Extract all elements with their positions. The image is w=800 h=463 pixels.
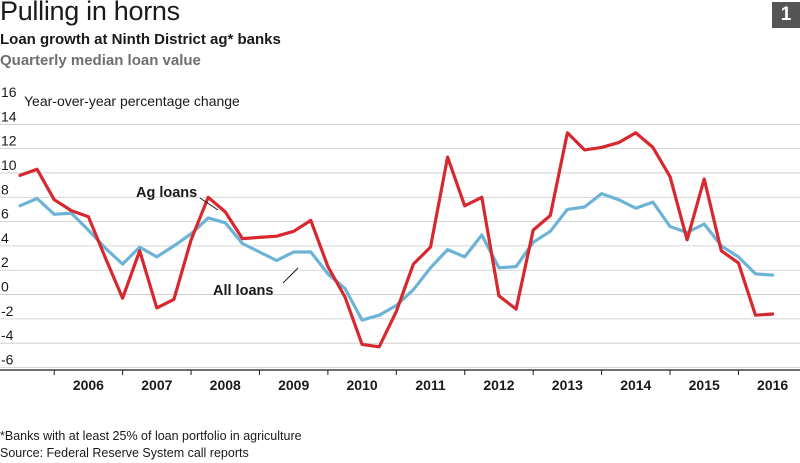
ag-loans-annotation: Ag loans bbox=[136, 185, 197, 201]
y-tick-label-2: 2 bbox=[1, 254, 9, 270]
y-tick-label--6: -6 bbox=[1, 352, 14, 368]
grid-lines bbox=[0, 123, 800, 371]
source-note: Source: Federal Reserve System call repo… bbox=[0, 446, 249, 460]
chart-subsubtitle: Quarterly median loan value bbox=[0, 52, 201, 69]
x-axis-ticks bbox=[53, 370, 739, 375]
x-tick-label-2006: 2006 bbox=[73, 377, 104, 393]
y-tick-label--4: -4 bbox=[1, 327, 14, 343]
y-tick-label-6: 6 bbox=[1, 206, 9, 222]
chart-subtitle: Loan growth at Ninth District ag* banks bbox=[0, 31, 281, 48]
annotations: Ag loans All loans bbox=[136, 185, 299, 299]
all-loans-leader-line bbox=[282, 267, 299, 284]
chart-title: Pulling in horns bbox=[0, 0, 180, 26]
y-tick-label--2: -2 bbox=[1, 303, 14, 319]
y-tick-label-14: 14 bbox=[1, 108, 17, 124]
y-axis-label: Year-over-year percentage change bbox=[24, 93, 240, 109]
y-tick-label-4: 4 bbox=[1, 230, 9, 246]
x-tick-label-2008: 2008 bbox=[210, 377, 241, 393]
x-tick-label-2010: 2010 bbox=[347, 377, 378, 393]
line-chart: 16 14 12 10 8 6 4 2 0 -2 -4 -6 Year-over-year perce… bbox=[0, 84, 800, 393]
all-loans-annotation: All loans bbox=[213, 283, 273, 299]
figure-number-badge: 1 bbox=[772, 2, 800, 28]
x-tick-labels: 2006 2007 2008 2009 2010 2011 2012 2013 2014 2015… bbox=[73, 377, 789, 393]
x-tick-label-2013: 2013 bbox=[552, 377, 583, 393]
x-tick-label-2012: 2012 bbox=[483, 377, 514, 393]
y-tick-label-10: 10 bbox=[1, 157, 17, 173]
y-tick-label-16: 16 bbox=[1, 84, 17, 100]
x-tick-label-2011: 2011 bbox=[415, 377, 446, 393]
y-tick-labels: 16 14 12 10 8 6 4 2 0 -2 -4 -6 bbox=[1, 84, 17, 368]
footnote: *Banks with at least 25% of loan portfol… bbox=[0, 429, 302, 443]
x-tick-label-2007: 2007 bbox=[141, 377, 172, 393]
x-tick-label-2015: 2015 bbox=[689, 377, 720, 393]
y-tick-label-8: 8 bbox=[1, 181, 9, 197]
x-tick-label-2014: 2014 bbox=[620, 377, 651, 393]
series-lines bbox=[18, 131, 775, 349]
x-tick-label-2016: 2016 bbox=[757, 377, 788, 393]
series-line-all-loans bbox=[18, 192, 775, 322]
series-line-ag-loans bbox=[18, 131, 775, 349]
x-tick-label-2009: 2009 bbox=[278, 377, 309, 393]
ag-loans-leader-line bbox=[199, 197, 219, 211]
y-tick-label-12: 12 bbox=[1, 133, 17, 149]
y-tick-label-0: 0 bbox=[1, 279, 9, 295]
